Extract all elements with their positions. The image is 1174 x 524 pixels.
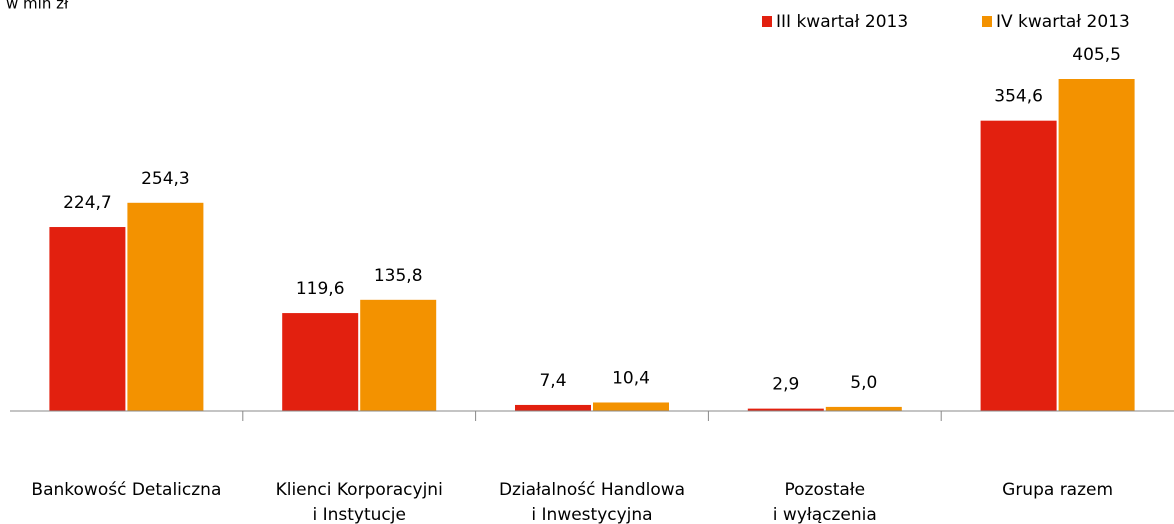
value-label: 10,4: [612, 368, 650, 388]
legend-swatch: [982, 16, 992, 27]
bar: [1058, 79, 1135, 411]
value-label: 224,7: [63, 193, 112, 213]
value-label: 135,8: [374, 266, 423, 286]
bar: [127, 202, 204, 411]
bar: [49, 227, 126, 411]
bar: [747, 408, 824, 411]
value-label: 5,0: [850, 373, 877, 393]
bar: [282, 313, 359, 411]
x-tick-label: Pozostałe: [784, 480, 865, 500]
bar: [360, 299, 437, 411]
value-label: 7,4: [539, 371, 566, 391]
bar: [593, 402, 669, 411]
value-label: 2,9: [772, 375, 799, 395]
chart-subtitle: w mln zł: [6, 0, 69, 13]
x-tick-label: i Inwestycyjna: [531, 505, 652, 524]
bar: [980, 120, 1057, 411]
legend-label: III kwartał 2013: [776, 12, 908, 32]
value-label: 119,6: [296, 279, 345, 299]
legend-label: IV kwartał 2013: [996, 12, 1130, 32]
x-tick-label: i wyłączenia: [773, 505, 877, 524]
x-tick-label: i Instytucje: [312, 505, 405, 524]
bar: [825, 406, 902, 411]
x-tick-label: Bankowość Detaliczna: [31, 480, 221, 500]
legend-swatch: [762, 16, 772, 27]
value-label: 254,3: [141, 169, 190, 189]
value-label: 405,5: [1072, 45, 1121, 65]
x-tick-label: Działalność Handlowa: [499, 480, 685, 500]
value-label: 354,6: [994, 87, 1043, 107]
bar: [515, 404, 591, 411]
x-tick-label: Grupa razem: [1002, 480, 1113, 500]
x-tick-label: Klienci Korporacyjni: [276, 480, 443, 500]
